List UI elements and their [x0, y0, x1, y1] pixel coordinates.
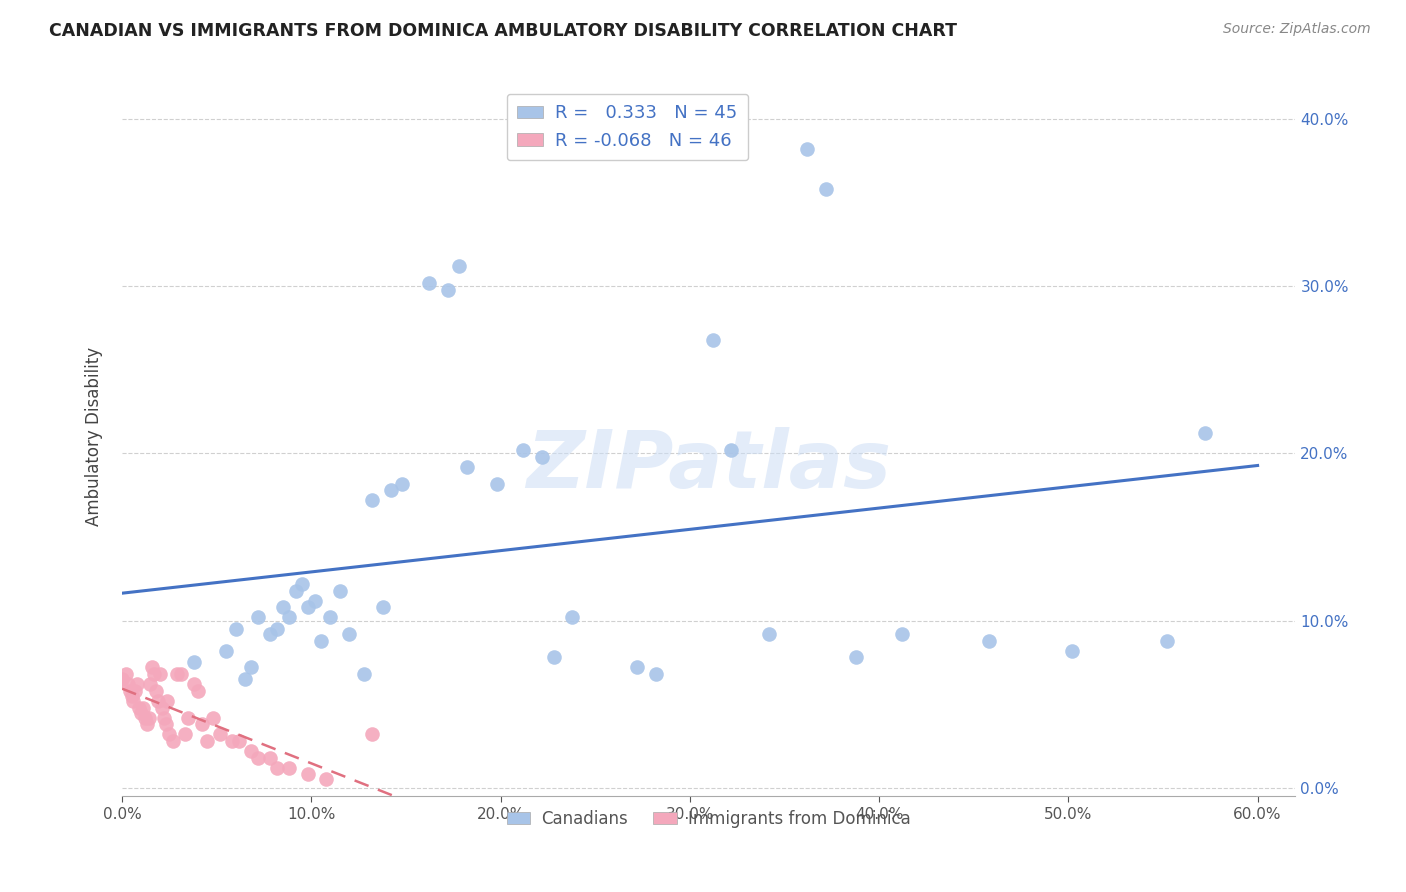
Point	[183, 677, 205, 691]
Point	[309, 633, 332, 648]
Point	[177, 710, 200, 724]
Point	[329, 583, 352, 598]
Point	[221, 734, 243, 748]
Y-axis label: Ambulatory Disability: Ambulatory Disability	[86, 347, 103, 526]
Point	[145, 683, 167, 698]
Point	[141, 660, 163, 674]
Text: ZIPatlas: ZIPatlas	[526, 426, 891, 505]
Point	[111, 672, 134, 686]
Point	[380, 483, 402, 498]
Point	[291, 577, 314, 591]
Point	[297, 767, 319, 781]
Point	[173, 727, 195, 741]
Point	[758, 627, 780, 641]
Point	[259, 750, 281, 764]
Point	[266, 761, 288, 775]
Point	[155, 717, 177, 731]
Point	[146, 694, 169, 708]
Point	[845, 650, 868, 665]
Point	[815, 182, 838, 196]
Text: CANADIAN VS IMMIGRANTS FROM DOMINICA AMBULATORY DISABILITY CORRELATION CHART: CANADIAN VS IMMIGRANTS FROM DOMINICA AMB…	[49, 22, 957, 40]
Point	[139, 677, 162, 691]
Point	[247, 610, 270, 624]
Point	[118, 683, 141, 698]
Point	[353, 667, 375, 681]
Point	[285, 583, 308, 598]
Point	[239, 660, 262, 674]
Point	[1062, 643, 1084, 657]
Point	[720, 443, 742, 458]
Point	[225, 622, 247, 636]
Point	[157, 727, 180, 741]
Point	[132, 700, 155, 714]
Point	[337, 627, 360, 641]
Point	[436, 283, 458, 297]
Point	[239, 744, 262, 758]
Point	[418, 276, 440, 290]
Point	[626, 660, 648, 674]
Point	[456, 459, 478, 474]
Point	[190, 717, 212, 731]
Point	[122, 694, 145, 708]
Point	[360, 493, 382, 508]
Point	[319, 610, 342, 624]
Point	[485, 476, 508, 491]
Point	[149, 667, 172, 681]
Point	[977, 633, 1000, 648]
Point	[531, 450, 554, 464]
Point	[166, 667, 188, 681]
Point	[277, 761, 299, 775]
Legend: Canadians, Immigrants from Dominica: Canadians, Immigrants from Dominica	[501, 803, 918, 835]
Point	[134, 710, 156, 724]
Point	[187, 683, 209, 698]
Point	[271, 600, 294, 615]
Point	[114, 667, 136, 681]
Point	[228, 734, 250, 748]
Point	[447, 260, 470, 274]
Point	[129, 706, 152, 720]
Point	[128, 700, 150, 714]
Point	[117, 677, 139, 691]
Point	[156, 694, 179, 708]
Point	[391, 476, 413, 491]
Point	[561, 610, 583, 624]
Point	[195, 734, 218, 748]
Point	[259, 627, 281, 641]
Point	[143, 667, 166, 681]
Point	[796, 142, 818, 156]
Point	[644, 667, 666, 681]
Point	[201, 710, 224, 724]
Point	[247, 750, 270, 764]
Point	[1194, 426, 1216, 441]
Point	[162, 734, 184, 748]
Point	[233, 672, 256, 686]
Point	[304, 593, 326, 607]
Point	[127, 677, 149, 691]
Point	[124, 683, 146, 698]
Point	[266, 622, 288, 636]
Point	[215, 643, 238, 657]
Point	[152, 710, 174, 724]
Point	[512, 443, 534, 458]
Point	[170, 667, 193, 681]
Point	[135, 717, 157, 731]
Point	[373, 600, 395, 615]
Text: Source: ZipAtlas.com: Source: ZipAtlas.com	[1223, 22, 1371, 37]
Point	[297, 600, 319, 615]
Point	[209, 727, 232, 741]
Point	[183, 656, 205, 670]
Point	[890, 627, 912, 641]
Point	[360, 727, 382, 741]
Point	[1156, 633, 1178, 648]
Point	[702, 333, 724, 347]
Point	[121, 689, 143, 703]
Point	[150, 700, 173, 714]
Point	[315, 772, 337, 787]
Point	[138, 710, 160, 724]
Point	[543, 650, 565, 665]
Point	[277, 610, 299, 624]
